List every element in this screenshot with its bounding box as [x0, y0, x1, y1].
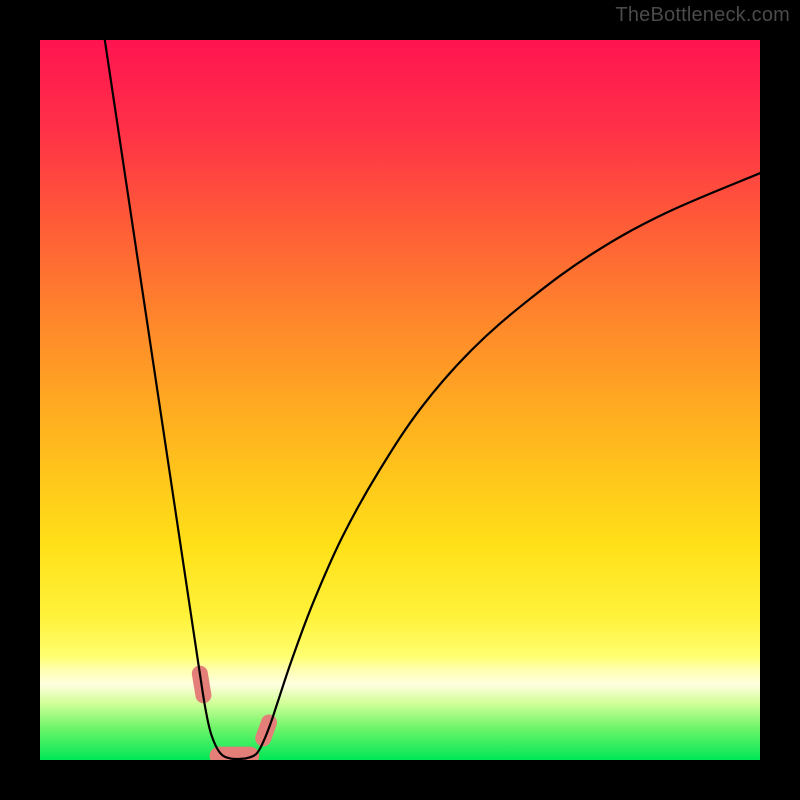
curve-right-branch [245, 173, 760, 758]
chart-svg [40, 40, 760, 760]
marker-layer [200, 674, 269, 756]
gradient-background [40, 40, 760, 760]
data-marker [263, 723, 269, 739]
plot-area [40, 40, 760, 760]
data-marker [200, 674, 204, 696]
curve-left-branch [105, 40, 245, 759]
watermark-text: TheBottleneck.com [615, 4, 790, 27]
